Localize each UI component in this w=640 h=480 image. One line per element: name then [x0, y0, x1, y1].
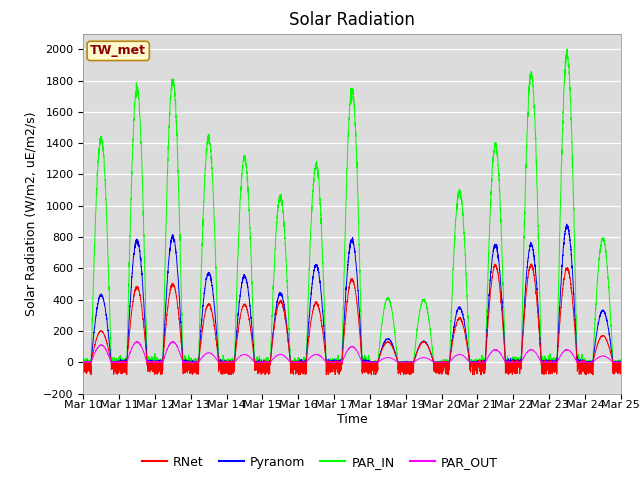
- PAR_OUT: [472, 360, 480, 365]
- PAR_OUT: [79, 360, 87, 365]
- Line: PAR_IN: PAR_IN: [83, 49, 621, 362]
- PAR_IN: [332, 359, 340, 364]
- RNet: [491, 261, 499, 267]
- RNet: [616, 365, 624, 371]
- RNet: [176, 323, 184, 328]
- RNet: [503, 364, 511, 370]
- PAR_IN: [176, 238, 184, 243]
- RNet: [443, 370, 451, 376]
- PAR_OUT: [332, 360, 340, 365]
- Pyranom: [617, 360, 625, 365]
- Text: TW_met: TW_met: [90, 44, 146, 58]
- PAR_IN: [617, 360, 625, 365]
- PAR_OUT: [443, 360, 451, 365]
- X-axis label: Time: Time: [337, 413, 367, 426]
- PAR_OUT: [616, 360, 624, 365]
- Line: PAR_OUT: PAR_OUT: [83, 342, 621, 362]
- Pyranom: [503, 358, 511, 363]
- PAR_IN: [616, 360, 624, 365]
- RNet: [400, 372, 408, 378]
- PAR_IN: [563, 46, 571, 52]
- Pyranom: [443, 360, 451, 365]
- PAR_OUT: [503, 360, 511, 365]
- PAR_IN: [79, 360, 87, 365]
- PAR_IN: [503, 358, 511, 364]
- Pyranom: [176, 305, 184, 311]
- RNet: [332, 360, 340, 365]
- RNet: [617, 371, 625, 376]
- Pyranom: [616, 359, 624, 365]
- RNet: [472, 366, 480, 372]
- Pyranom: [79, 359, 87, 365]
- PAR_OUT: [176, 350, 184, 356]
- Pyranom: [472, 359, 480, 365]
- Title: Solar Radiation: Solar Radiation: [289, 11, 415, 29]
- PAR_IN: [472, 360, 480, 365]
- PAR_IN: [79, 358, 87, 364]
- RNet: [79, 360, 87, 365]
- Line: RNet: RNet: [83, 264, 621, 375]
- Line: Pyranom: Pyranom: [83, 224, 621, 362]
- Pyranom: [332, 359, 340, 364]
- PAR_OUT: [617, 360, 625, 365]
- Y-axis label: Solar Radiation (W/m2, uE/m2/s): Solar Radiation (W/m2, uE/m2/s): [24, 111, 37, 316]
- Pyranom: [79, 360, 87, 365]
- PAR_OUT: [169, 339, 177, 345]
- Pyranom: [563, 221, 570, 227]
- PAR_IN: [443, 359, 451, 365]
- Legend: RNet, Pyranom, PAR_IN, PAR_OUT: RNet, Pyranom, PAR_IN, PAR_OUT: [137, 451, 503, 474]
